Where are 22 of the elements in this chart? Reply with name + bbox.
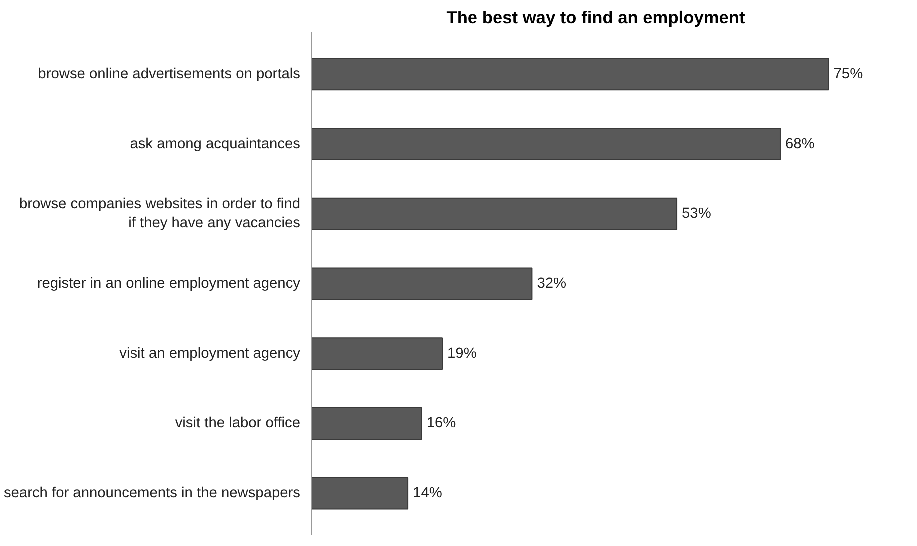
bar xyxy=(312,58,830,91)
data-label: 16% xyxy=(426,416,456,432)
y-tick-label: browse online advertisements on portals xyxy=(38,66,301,82)
data-label: 14% xyxy=(413,486,442,502)
bar xyxy=(312,477,409,510)
y-tick-label: browse companies websites in order to find if they have any vacancies xyxy=(19,196,301,232)
bar xyxy=(312,408,422,440)
data-label: 19% xyxy=(448,346,477,362)
bar xyxy=(312,128,781,160)
bar xyxy=(312,268,533,300)
y-tick-label: register in an online employment agency xyxy=(37,276,302,292)
y-tick-label: visit an employment agency xyxy=(120,346,302,362)
bar xyxy=(312,198,678,230)
bar xyxy=(312,338,444,370)
data-label: 32% xyxy=(537,276,567,292)
y-tick-label: search for announcements in the newspapers xyxy=(4,486,300,502)
y-tick-label: ask among acquaintances xyxy=(130,136,301,152)
y-tick-label: visit the labor office xyxy=(175,416,300,432)
data-label: 53% xyxy=(682,206,712,222)
data-label: 68% xyxy=(785,136,815,152)
data-label: 75% xyxy=(834,66,864,82)
chart-title: The best way to find an employment xyxy=(446,8,746,28)
